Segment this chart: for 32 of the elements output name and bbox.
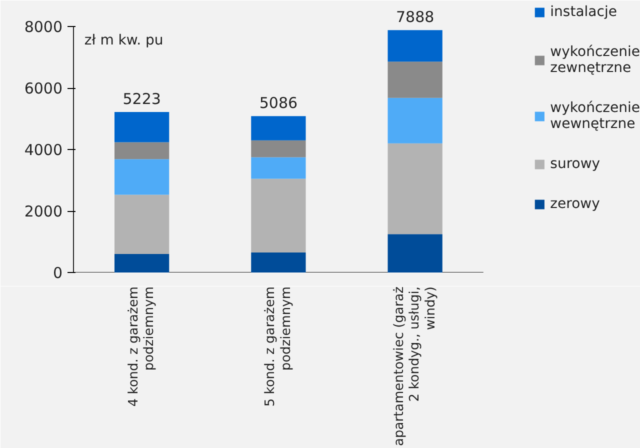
bar [114, 112, 170, 142]
y-axis-title: zł m kw. pu [84, 32, 164, 49]
bar [251, 157, 306, 179]
y-tick-label: 0 [52, 264, 63, 282]
x-tick-label: apartamentowiec (garaż 2 kondyg., usługi, windy) [392, 286, 438, 446]
total-label: 7888 [396, 8, 434, 26]
legend-label: instalacje [550, 4, 617, 20]
bar [388, 98, 442, 144]
y-tick-label: 6000 [24, 80, 63, 98]
x-tick-label: 5 kond. z garażem podziemnym [263, 286, 294, 407]
legend-label: wykończenie wewnętrzne [550, 100, 640, 132]
bar [388, 62, 442, 98]
y-tick-label: 4000 [24, 141, 63, 160]
x-tick-label: 4 kond. z garażem podziemnym [126, 286, 158, 407]
bar [114, 159, 170, 195]
legend-label: zerowy [550, 196, 600, 212]
bar [114, 254, 170, 272]
bar [251, 140, 306, 158]
bar [251, 116, 306, 140]
y-tick-label: 2000 [24, 202, 63, 221]
bar [114, 194, 170, 254]
bar [114, 142, 170, 160]
total-label: 5086 [259, 94, 298, 112]
bar [388, 143, 442, 234]
bar [251, 178, 306, 253]
bar [251, 252, 306, 272]
legend-label: surowy [550, 156, 600, 172]
legend-label: wykończenie zewnętrzne [550, 44, 640, 76]
bar [388, 30, 442, 62]
total-label: 5223 [122, 90, 161, 108]
bar [388, 234, 442, 272]
y-tick-label: 8000 [24, 18, 63, 36]
